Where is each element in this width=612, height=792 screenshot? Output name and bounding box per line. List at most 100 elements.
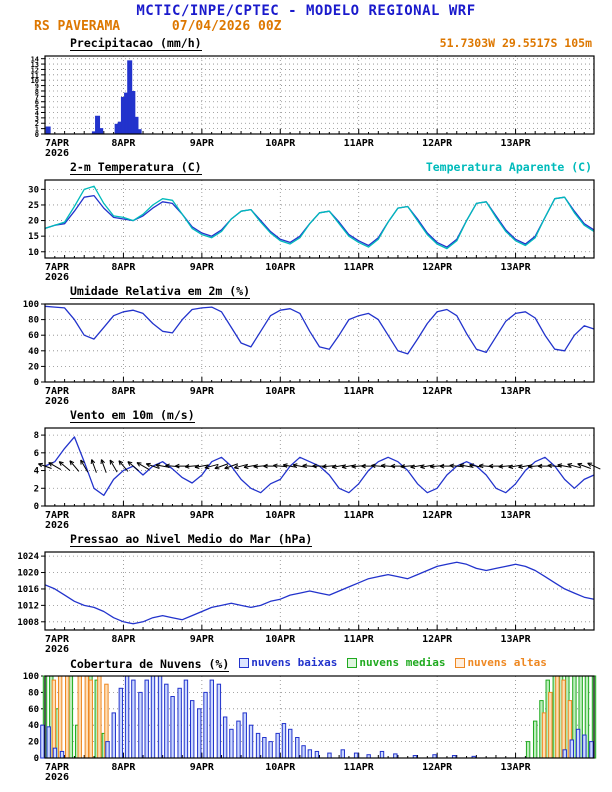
cloud-bar xyxy=(222,716,228,759)
svg-text:2026: 2026 xyxy=(45,272,69,283)
wind-barb xyxy=(58,461,71,471)
svg-text:7APR: 7APR xyxy=(45,262,70,273)
svg-text:10APR: 10APR xyxy=(265,138,296,149)
cloud-bar xyxy=(393,753,398,759)
cloud-bar xyxy=(307,749,313,759)
cloud-bar xyxy=(131,679,136,759)
cloud-bar xyxy=(248,724,254,759)
svg-text:12APR: 12APR xyxy=(422,762,453,773)
svg-text:12APR: 12APR xyxy=(422,262,453,273)
plot-border xyxy=(44,55,595,135)
svg-text:11APR: 11APR xyxy=(344,138,375,149)
cloud-bar xyxy=(57,675,63,759)
svg-text:15: 15 xyxy=(28,232,39,242)
cloud-bar xyxy=(268,741,273,759)
cloud-bar xyxy=(236,720,241,759)
wind-barb xyxy=(48,462,62,471)
cloud-bar xyxy=(327,752,332,759)
wind-barb xyxy=(567,463,582,469)
wind-barb xyxy=(234,463,248,469)
svg-text:40: 40 xyxy=(28,347,39,357)
cloud-bar xyxy=(561,679,566,759)
svg-text:13APR: 13APR xyxy=(501,762,532,773)
svg-text:80: 80 xyxy=(28,316,39,326)
svg-text:100: 100 xyxy=(23,300,39,310)
wind-barb xyxy=(332,464,347,468)
series-line xyxy=(44,194,595,248)
svg-text:0: 0 xyxy=(35,131,39,139)
plot-border xyxy=(44,179,595,259)
svg-text:10: 10 xyxy=(28,248,39,258)
svg-text:40: 40 xyxy=(28,721,39,731)
wind-barb xyxy=(118,460,129,472)
cloud-bar xyxy=(177,687,182,759)
svg-text:10APR: 10APR xyxy=(265,510,296,521)
wind-barb xyxy=(410,464,425,468)
svg-text:13APR: 13APR xyxy=(501,634,532,645)
cloud-bar xyxy=(157,675,163,759)
cloud-bar xyxy=(379,750,385,759)
svg-text:20: 20 xyxy=(28,217,39,227)
plot-border xyxy=(44,427,595,507)
svg-text:8: 8 xyxy=(35,88,39,96)
svg-text:60: 60 xyxy=(28,331,39,341)
svg-text:20: 20 xyxy=(28,738,39,748)
svg-text:7APR: 7APR xyxy=(45,138,70,149)
cloud-bar xyxy=(88,679,93,759)
series-line xyxy=(44,185,595,250)
cloud-bar xyxy=(105,741,110,759)
svg-text:2026: 2026 xyxy=(45,396,69,407)
wind-barb xyxy=(194,464,209,468)
temperature-title: 2-m Temperatura (C) xyxy=(70,160,202,175)
legend-mid-clouds-label: nuvens medias xyxy=(359,656,446,669)
cloud-bar xyxy=(262,737,267,759)
svg-text:13APR: 13APR xyxy=(501,386,532,397)
svg-text:8APR: 8APR xyxy=(111,138,136,149)
svg-text:10APR: 10APR xyxy=(265,386,296,397)
wind-barb xyxy=(204,463,219,469)
svg-text:1016: 1016 xyxy=(17,585,39,595)
cloud-bar xyxy=(189,700,195,759)
cloud-cover-title: Cobertura de Nuvens (%) xyxy=(70,656,230,672)
svg-text:8APR: 8APR xyxy=(111,386,136,397)
pressure-title: Pressao ao Nivel Medio do Mar (hPa) xyxy=(70,532,313,547)
svg-text:13APR: 13APR xyxy=(501,510,532,521)
precip-bar xyxy=(136,129,142,135)
wind-barb xyxy=(91,459,97,473)
station-line: RS PAVERAMA 07/04/2026 00Z xyxy=(0,19,612,36)
legend-high-clouds: nuvens altas xyxy=(455,656,547,669)
svg-text:25: 25 xyxy=(28,201,39,211)
wind-barb xyxy=(69,460,80,472)
plot-border xyxy=(44,551,595,631)
cloud-bar xyxy=(525,741,531,759)
legend-low-clouds: nuvens baixas xyxy=(239,656,337,669)
cloud-bar xyxy=(242,712,247,759)
svg-text:12APR: 12APR xyxy=(422,138,453,149)
cloud-bar xyxy=(314,750,320,759)
panel-humidity: Umidade Relativa em 2m (%) 0 20 40 60 80 100 7… xyxy=(0,284,612,408)
wind-barb xyxy=(283,464,298,468)
svg-text:0: 0 xyxy=(34,378,39,388)
precip-bar xyxy=(98,128,104,135)
svg-text:10APR: 10APR xyxy=(265,634,296,645)
plot-border xyxy=(44,303,595,383)
station-coordinates: 51.7303W 29.5517S 105m xyxy=(439,36,592,50)
svg-text:8: 8 xyxy=(34,431,39,441)
station-name: RS PAVERAMA xyxy=(34,19,121,34)
cloud-bar xyxy=(548,691,553,759)
svg-text:12: 12 xyxy=(31,66,39,74)
cloud-bar xyxy=(295,737,300,759)
precipitation-title: Precipitacao (mm/h) xyxy=(70,36,202,51)
wind-barb xyxy=(577,463,591,469)
svg-text:11APR: 11APR xyxy=(344,262,375,273)
svg-text:30: 30 xyxy=(28,185,39,195)
wind-barb xyxy=(557,464,572,468)
cloud-bar xyxy=(124,675,130,759)
svg-text:13: 13 xyxy=(31,61,39,69)
cloud-bar xyxy=(77,675,82,759)
cloud-bar xyxy=(301,745,306,759)
svg-text:0: 0 xyxy=(34,502,39,512)
